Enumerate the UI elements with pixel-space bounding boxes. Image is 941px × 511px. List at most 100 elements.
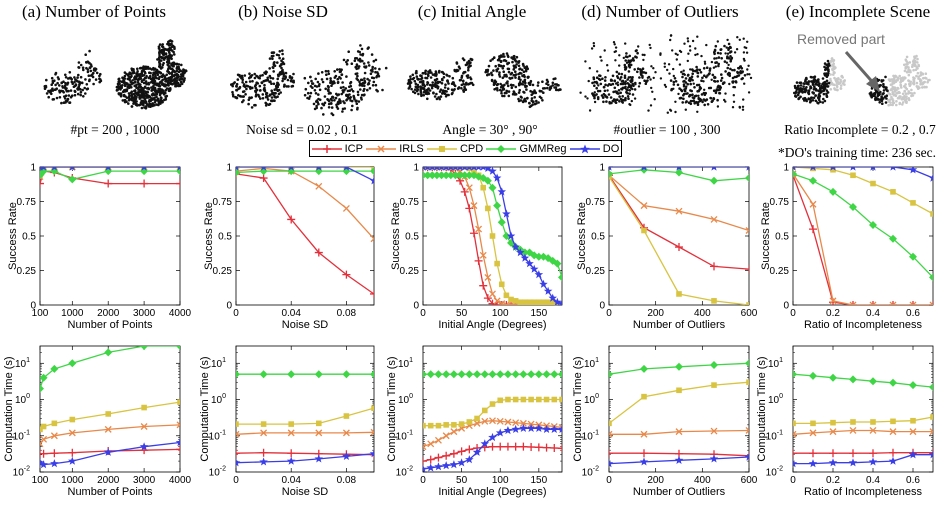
x-tick-label: 4000 xyxy=(169,308,192,319)
data-point xyxy=(177,167,180,171)
data-point xyxy=(474,256,483,265)
data-point xyxy=(369,176,374,185)
data-point xyxy=(539,279,548,288)
y-tick-label: 10-2 xyxy=(396,466,413,479)
data-point xyxy=(489,233,496,239)
data-point xyxy=(483,294,492,303)
data-point xyxy=(520,396,527,403)
bunny-cloud-c2 xyxy=(484,52,562,109)
plot-frame xyxy=(792,166,934,306)
chart-time-noise: 10-2 10-1 100 101 0 0.04 0.08 Noise SD Computati… xyxy=(199,345,375,498)
data-point xyxy=(442,370,451,379)
data-point xyxy=(745,265,749,274)
data-point xyxy=(342,204,350,212)
data-point xyxy=(516,248,525,257)
data-point xyxy=(830,167,836,171)
y-tick-label: 0.5 xyxy=(591,232,605,243)
data-point xyxy=(542,424,551,433)
plot-frame xyxy=(39,166,181,306)
data-point xyxy=(435,422,442,429)
series-line xyxy=(236,170,374,174)
data-point xyxy=(259,448,268,457)
y-tick-label: 0.5 xyxy=(775,232,789,243)
data-point xyxy=(68,456,77,465)
data-point xyxy=(850,419,856,425)
data-point xyxy=(369,449,374,458)
data-point xyxy=(315,182,323,190)
data-point xyxy=(497,397,504,404)
y-tick-label: 100 xyxy=(768,393,783,406)
data-point xyxy=(462,167,468,171)
data-point xyxy=(479,251,487,259)
data-point xyxy=(480,167,486,171)
data-point xyxy=(443,422,449,428)
data-point xyxy=(609,430,613,438)
series-irls xyxy=(236,428,374,438)
data-point xyxy=(442,432,450,440)
data-point xyxy=(259,370,268,379)
x-tick-label: 2000 xyxy=(97,308,120,319)
data-point xyxy=(460,187,469,196)
data-point xyxy=(809,371,817,380)
series-do xyxy=(40,438,180,469)
data-point xyxy=(674,455,684,464)
x-tick-label: 0 xyxy=(420,308,426,319)
y-tick-label: 101 xyxy=(768,357,783,370)
data-point xyxy=(505,396,511,403)
plot-frame xyxy=(235,345,375,473)
series-line xyxy=(793,416,933,425)
data-point xyxy=(809,176,817,185)
data-point xyxy=(496,442,505,451)
data-point xyxy=(849,301,857,305)
data-point xyxy=(829,428,837,436)
data-point xyxy=(441,461,451,470)
x-axis-label: Ratio of Incompleteness xyxy=(804,486,923,498)
data-point xyxy=(869,301,877,305)
data-point xyxy=(51,420,58,427)
data-point xyxy=(314,248,323,257)
series-do xyxy=(609,167,749,171)
data-point xyxy=(456,171,465,180)
data-point xyxy=(908,450,918,459)
data-point xyxy=(465,445,474,454)
data-point xyxy=(675,362,683,371)
data-point xyxy=(869,427,877,434)
data-point xyxy=(928,450,933,459)
column-title-e: (e) Incomplete Scene xyxy=(785,2,931,21)
data-point xyxy=(525,259,534,268)
series-gmmreg xyxy=(423,171,562,282)
data-point xyxy=(287,370,296,379)
data-point xyxy=(488,167,497,175)
data-point xyxy=(236,430,240,438)
data-point xyxy=(746,167,749,171)
x-tick-label: 0.6 xyxy=(906,308,920,319)
data-point xyxy=(236,167,239,171)
data-point xyxy=(553,297,562,305)
data-point xyxy=(443,167,449,171)
y-axis-label: Computation Time (s) xyxy=(386,356,398,461)
legend-label-do: DO xyxy=(602,142,620,155)
data-point xyxy=(457,458,466,467)
data-point xyxy=(141,167,147,171)
x-tick-label: 0 xyxy=(233,475,239,486)
column-title-a: (a) Number of Points xyxy=(21,2,167,21)
data-point xyxy=(542,443,551,452)
data-point xyxy=(493,301,502,305)
y-axis-label: Success Rate xyxy=(203,202,215,270)
x-axis-label: Noise SD xyxy=(282,319,329,331)
x-tick-label: 100 xyxy=(32,308,49,319)
x-tick-label: 0 xyxy=(790,475,796,486)
x-tick-label: 200 xyxy=(647,475,664,486)
data-point xyxy=(450,428,458,436)
data-point xyxy=(449,460,459,469)
y-tick-label: 10-1 xyxy=(396,429,413,442)
data-point xyxy=(550,443,559,452)
data-point xyxy=(609,449,613,458)
y-tick-label: 101 xyxy=(15,357,30,370)
data-point xyxy=(260,421,267,427)
x-tick-label: 0 xyxy=(606,308,612,319)
y-tick-label: 10-1 xyxy=(209,429,226,442)
